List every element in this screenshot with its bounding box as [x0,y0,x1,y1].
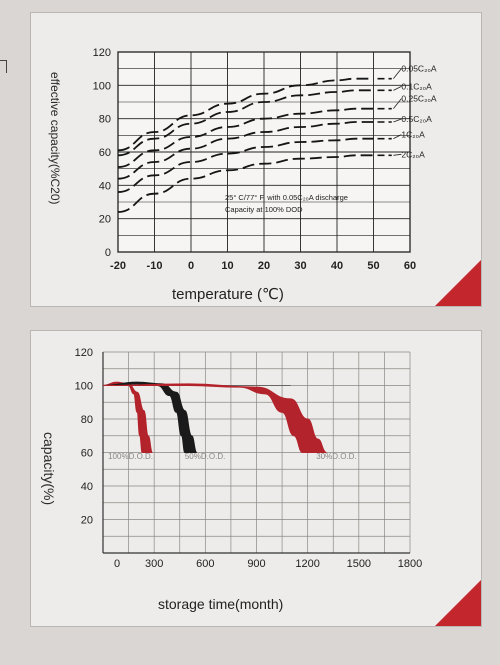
x-tick-label: 0 [114,558,120,570]
annotation-line-2: Capacity at 100% DOD [225,205,303,214]
x-tick-label: 1200 [295,558,319,570]
annotation-line-1: 25° C/77° F. with 0.05C₂₀A discharge [225,193,348,202]
series-label: 0.25C₂₀A [401,94,437,104]
capacity-band [102,381,153,453]
y-tick-label: 20 [99,214,111,226]
y-tick-label: 0 [105,247,111,259]
series-label: 0.1C₂₀A [401,81,432,91]
label-leader [393,98,402,109]
x-tick-label: 600 [196,558,214,570]
x-axis-label: temperature (℃) [172,286,284,303]
x-tick-label: 20 [258,260,270,272]
dod-label: 50%D.O.D. [185,452,225,461]
x-tick-label: 300 [145,558,163,570]
corner-accent [435,580,481,626]
series-label: 0.05C₂₀A [401,64,437,74]
label-leader [393,85,402,91]
label-leader [393,118,402,123]
x-tick-label: 40 [331,260,343,272]
x-axis-label: storage time(month) [158,596,284,612]
y-tick-label: 100 [75,381,93,393]
series-label: 0.5C₂₀A [401,114,432,124]
x-tick-label: 60 [404,260,416,272]
series-line [117,89,374,157]
corner-accent [435,260,481,306]
storage-chart-panel [30,330,482,627]
y-tick-label: 120 [93,47,111,59]
y-axis-label: capacity(%) [41,432,57,506]
dod-label: 30%D.O.D. [316,452,356,461]
y-tick-label: 60 [81,448,93,460]
y-tick-label: 20 [81,515,93,527]
y-tick-label: 80 [81,414,93,426]
x-tick-label: 1800 [398,558,422,570]
y-tick-label: 100 [93,80,111,92]
series-line [117,137,374,193]
x-tick-label: 30 [294,260,306,272]
y-tick-label: 40 [81,481,93,493]
x-tick-label: 1500 [347,558,371,570]
x-tick-label: 0 [188,260,194,272]
x-tick-label: 50 [367,260,379,272]
page-edge-mark [0,60,7,73]
y-tick-label: 120 [75,347,93,359]
x-tick-label: 10 [221,260,233,272]
y-tick-label: 60 [99,147,111,159]
series-label: 1C₂₀A [401,130,425,140]
series-line [117,121,374,180]
dod-label: 100%D.O.D. [108,452,153,461]
label-leader [393,134,402,140]
series-label: 2C₂₀A [401,149,425,159]
series-line [117,107,374,168]
label-leader [393,68,402,79]
y-tick-label: 40 [99,180,111,192]
x-tick-label: 900 [247,558,265,570]
x-tick-label: -20 [110,260,126,272]
x-tick-label: -10 [147,260,163,272]
series-line [117,77,374,152]
label-leader [393,153,402,156]
series-line [117,154,374,213]
y-tick-label: 80 [99,114,111,126]
